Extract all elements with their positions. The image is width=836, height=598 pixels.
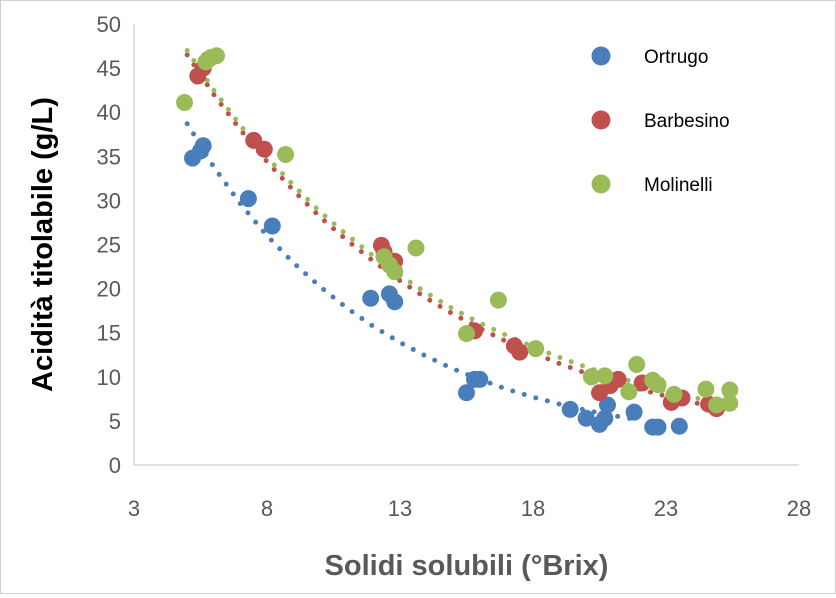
- data-point: [649, 376, 667, 394]
- data-point: [458, 325, 475, 343]
- data-point: [386, 293, 404, 311]
- y-tick-label: 15: [97, 321, 121, 346]
- legend-marker: [591, 110, 611, 130]
- data-point: [721, 381, 739, 399]
- y-tick-label: 50: [97, 12, 121, 37]
- y-axis-title: Acidità titolabile (g/L): [27, 97, 59, 392]
- legend-marker: [591, 46, 611, 66]
- x-axis-title: Solidi solubili (°Brix): [325, 550, 609, 582]
- data-point: [489, 291, 507, 309]
- tick-labels: 0 5 10 15 20 25 30 35 40 45 50 3 8 13 18 23 28: [97, 12, 812, 521]
- y-tick-label: 40: [97, 100, 121, 125]
- data-point: [670, 417, 688, 435]
- data-point: [407, 239, 425, 257]
- data-point: [577, 409, 595, 427]
- trendline: [184, 48, 722, 406]
- y-tick-label: 5: [109, 409, 121, 434]
- data-point: [721, 394, 739, 412]
- y-tick-label: 30: [97, 188, 121, 213]
- data-point: [561, 400, 579, 418]
- data-point: [620, 383, 638, 401]
- data-point: [596, 409, 614, 427]
- data-point: [599, 396, 616, 414]
- x-tick-label: 23: [654, 496, 678, 521]
- data-point: [471, 370, 489, 388]
- data-point: [649, 418, 667, 436]
- data-point: [609, 370, 627, 388]
- trendlines: [184, 48, 722, 423]
- data-point: [277, 146, 295, 163]
- data-point: [665, 385, 683, 403]
- data-point: [596, 367, 614, 385]
- trendline: [184, 121, 642, 423]
- x-tick-label: 13: [388, 496, 412, 521]
- data-point: [386, 263, 404, 281]
- axes: [133, 24, 799, 466]
- y-tick-label: 0: [109, 453, 121, 478]
- y-tick-label: 45: [97, 56, 121, 81]
- x-tick-label: 28: [787, 496, 811, 521]
- x-tick-label: 8: [261, 496, 273, 521]
- data-point: [708, 396, 725, 414]
- data-point: [625, 403, 643, 421]
- legend: Ortrugo Barbesino Molinelli: [591, 46, 730, 196]
- data-point: [527, 340, 545, 358]
- y-tick-label: 10: [97, 365, 121, 390]
- data-point: [176, 94, 193, 111]
- data-point: [239, 190, 257, 208]
- y-tick-label: 35: [97, 144, 121, 169]
- legend-marker: [591, 174, 611, 194]
- data-point: [697, 380, 715, 398]
- data-point: [511, 343, 529, 361]
- data-point: [583, 368, 600, 386]
- data-point: [194, 137, 212, 155]
- legend-label: Barbesino: [644, 111, 730, 132]
- data-point: [208, 47, 225, 65]
- data-point: [263, 217, 281, 235]
- y-tick-label: 20: [97, 277, 121, 302]
- data-point: [458, 384, 475, 402]
- legend-label: Molinelli: [644, 175, 713, 196]
- data-points: [176, 47, 739, 436]
- y-tick-label: 25: [97, 233, 121, 258]
- data-point: [255, 140, 273, 158]
- legend-label: Ortrugo: [644, 47, 708, 68]
- data-point: [362, 289, 380, 307]
- x-tick-label: 18: [521, 496, 545, 521]
- data-point: [628, 356, 646, 373]
- x-tick-label: 3: [128, 496, 140, 521]
